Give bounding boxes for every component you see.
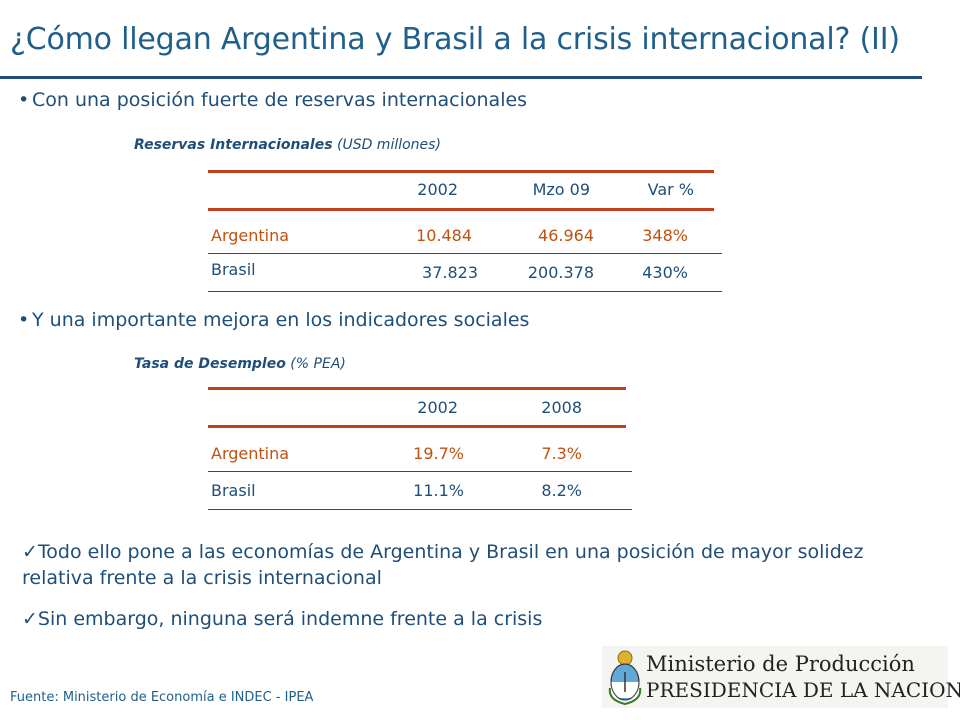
unemployment-table-header-rule <box>208 425 626 428</box>
unemployment-table-top-rule <box>208 387 626 390</box>
reserves-header-var: Var % <box>610 180 694 199</box>
bullet-reserves: • Con una posición fuerte de reservas int… <box>18 89 527 111</box>
argentina-coat-of-arms-icon <box>608 648 642 706</box>
reserves-table-caption: Reservas Internacionales (USD millones) <box>134 137 441 153</box>
reserves-row-brasil-2002: 37.823 <box>380 263 478 282</box>
reserves-row-brasil-mzo09: 200.378 <box>490 263 594 282</box>
unemployment-table-caption: Tasa de Desempleo (% PEA) <box>134 356 346 372</box>
reserves-row-brasil-label: Brasil <box>211 260 256 279</box>
unemployment-row-argentina-label: Argentina <box>211 444 289 463</box>
unemployment-row-argentina-2002: 19.7% <box>380 444 464 463</box>
logo-presidency-name: PRESIDENCIA DE LA NACION <box>646 678 960 702</box>
logo-ministry-name: Ministerio de Producción <box>646 652 915 676</box>
unemployment-caption-unit: (% PEA) <box>286 356 346 372</box>
reserves-table-header-rule <box>208 208 714 211</box>
reserves-row-argentina-2002: 10.484 <box>380 226 472 245</box>
unemployment-row-argentina-2008: 7.3% <box>500 444 582 463</box>
reserves-row-argentina-mzo09: 46.964 <box>490 226 594 245</box>
reserves-table-top-rule <box>208 170 714 173</box>
conclusion-1-text: Todo ello pone a las economías de Argent… <box>22 541 863 589</box>
checkmark-icon: ✓ <box>22 541 38 563</box>
bullet-social: • Y una importante mejora en los indicado… <box>18 309 529 331</box>
reserves-row-argentina-label: Argentina <box>211 226 289 245</box>
reserves-caption-title: Reservas Internacionales <box>134 137 333 153</box>
unemployment-row-brasil-2002: 11.1% <box>380 481 464 500</box>
reserves-header-2002: 2002 <box>380 180 458 199</box>
reserves-row-brasil-var: 430% <box>610 263 688 282</box>
reserves-caption-unit: (USD millones) <box>333 137 441 153</box>
bullet-dot-icon: • <box>18 89 32 111</box>
conclusion-2: ✓Sin embargo, ninguna será indemne frent… <box>22 608 542 630</box>
title-underline <box>0 76 922 79</box>
checkmark-icon: ✓ <box>22 608 38 630</box>
reserves-row-divider <box>208 253 722 254</box>
unemployment-header-2008: 2008 <box>500 398 582 417</box>
unemployment-header-2002: 2002 <box>380 398 458 417</box>
page-title: ¿Cómo llegan Argentina y Brasil a la cri… <box>10 22 900 57</box>
conclusion-2-text: Sin embargo, ninguna será indemne frente… <box>38 608 542 630</box>
source-footnote: Fuente: Ministerio de Economía e INDEC -… <box>10 690 313 705</box>
reserves-table-bottom-rule <box>208 291 722 292</box>
bullet-dot-icon: • <box>18 309 32 331</box>
conclusion-1: ✓Todo ello pone a las economías de Argen… <box>22 539 922 591</box>
reserves-header-mzo09: Mzo 09 <box>490 180 590 199</box>
bullet-reserves-text: Con una posición fuerte de reservas inte… <box>32 89 527 111</box>
reserves-row-argentina-var: 348% <box>610 226 688 245</box>
unemployment-row-brasil-2008: 8.2% <box>500 481 582 500</box>
bullet-social-text: Y una importante mejora en los indicador… <box>32 309 529 331</box>
ministry-logo: Ministerio de Producción PRESIDENCIA DE … <box>602 646 948 708</box>
unemployment-row-brasil-label: Brasil <box>211 481 256 500</box>
unemployment-caption-title: Tasa de Desempleo <box>134 356 286 372</box>
unemployment-table-bottom-rule <box>208 509 632 510</box>
unemployment-row-divider <box>208 471 632 472</box>
